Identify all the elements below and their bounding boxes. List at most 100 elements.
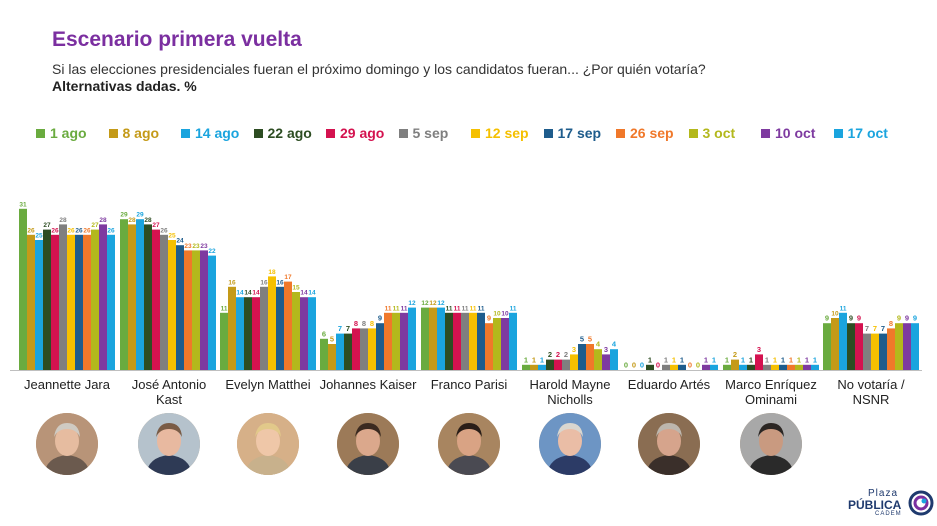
category-label: Franco Parisi bbox=[431, 377, 508, 392]
category-label: Marco Enríquez bbox=[725, 377, 817, 392]
data-label: 8 bbox=[889, 319, 893, 328]
data-label: 7 bbox=[865, 324, 869, 333]
data-label: 11 bbox=[221, 305, 228, 312]
legend-swatch bbox=[616, 128, 625, 138]
data-label: 2 bbox=[564, 350, 568, 359]
bar bbox=[328, 344, 336, 370]
chart-note: Alternativas dadas. % bbox=[52, 78, 197, 94]
bar bbox=[284, 281, 292, 370]
bar bbox=[887, 328, 895, 370]
bar bbox=[27, 234, 35, 370]
bar bbox=[477, 312, 485, 370]
data-label: 26 bbox=[75, 227, 83, 234]
bar bbox=[344, 333, 352, 370]
data-label: 15 bbox=[292, 285, 300, 292]
bar bbox=[787, 364, 795, 370]
bar bbox=[160, 234, 168, 370]
bar bbox=[392, 312, 400, 370]
data-label: 1 bbox=[805, 355, 809, 364]
legend-item: 12 sep bbox=[471, 125, 529, 141]
legend-swatch bbox=[471, 128, 480, 138]
data-label: 16 bbox=[276, 279, 284, 286]
bar bbox=[662, 364, 670, 370]
legend-label: 12 sep bbox=[485, 125, 529, 141]
data-label: 25 bbox=[168, 233, 176, 240]
legend-item: 5 sep bbox=[398, 125, 449, 141]
data-label: 14 bbox=[252, 290, 260, 297]
bar bbox=[91, 229, 99, 370]
data-label: 3 bbox=[604, 345, 608, 354]
data-label: 26 bbox=[83, 227, 91, 234]
data-label: 5 bbox=[588, 335, 592, 344]
data-label: 2 bbox=[548, 350, 552, 359]
data-label: 18 bbox=[268, 269, 276, 276]
data-label: 26 bbox=[27, 227, 35, 234]
data-label: 12 bbox=[429, 300, 437, 307]
bar bbox=[35, 240, 43, 370]
legend-item: 26 sep bbox=[616, 125, 674, 141]
bar bbox=[445, 312, 453, 370]
data-label: 11 bbox=[401, 305, 408, 312]
data-label: 11 bbox=[840, 305, 847, 312]
data-label: 26 bbox=[67, 227, 75, 234]
bar bbox=[871, 333, 879, 370]
bar bbox=[823, 323, 831, 370]
bar bbox=[493, 318, 501, 370]
data-label: 27 bbox=[152, 222, 160, 229]
bar bbox=[59, 224, 67, 370]
bar bbox=[710, 364, 718, 370]
legend-swatch bbox=[36, 128, 45, 138]
candidate-photo-mayne-nicholls-icon bbox=[539, 413, 601, 475]
data-label: 12 bbox=[408, 300, 416, 307]
data-label: 0 bbox=[632, 361, 636, 370]
bar bbox=[208, 255, 216, 370]
data-label: 1 bbox=[532, 355, 536, 364]
bar bbox=[831, 318, 839, 370]
bar bbox=[530, 364, 538, 370]
bar bbox=[276, 286, 284, 370]
bar bbox=[855, 323, 863, 370]
bar bbox=[501, 318, 509, 370]
data-label: 11 bbox=[470, 305, 477, 312]
data-label: 9 bbox=[897, 314, 901, 323]
data-label: 7 bbox=[881, 324, 885, 333]
data-label: 1 bbox=[813, 355, 817, 364]
legend-label: 5 sep bbox=[412, 125, 449, 141]
bar bbox=[292, 292, 300, 370]
legend-swatch bbox=[181, 128, 190, 138]
bar bbox=[144, 224, 152, 370]
bar bbox=[911, 323, 919, 370]
data-label: 22 bbox=[208, 248, 216, 255]
data-label: 0 bbox=[640, 361, 644, 370]
legend-item: 22 ago bbox=[253, 125, 312, 141]
data-label: 16 bbox=[228, 279, 236, 286]
legend-label: 14 ago bbox=[195, 125, 240, 141]
data-label: 23 bbox=[192, 243, 200, 250]
category-label: Kast bbox=[156, 392, 182, 407]
legend-swatch bbox=[543, 128, 553, 138]
bar bbox=[731, 359, 739, 370]
bar bbox=[562, 359, 570, 370]
bar bbox=[546, 359, 554, 370]
data-label: 1 bbox=[773, 355, 777, 364]
bar bbox=[252, 297, 260, 370]
legend-label: 17 oct bbox=[847, 125, 888, 141]
data-label: 25 bbox=[35, 233, 43, 240]
bar bbox=[352, 328, 360, 370]
candidate-photo-matthei-icon bbox=[237, 413, 299, 475]
legend-label: 1 ago bbox=[50, 125, 87, 141]
data-label: 26 bbox=[160, 227, 168, 234]
bar bbox=[384, 312, 392, 370]
data-label: 0 bbox=[696, 361, 700, 370]
category-label: NSNR bbox=[853, 392, 890, 407]
data-label: 9 bbox=[857, 314, 861, 323]
category-label: Harold Mayne bbox=[530, 377, 611, 392]
bar bbox=[895, 323, 903, 370]
brand-logo: Plaza PÚBLICA CADEM bbox=[848, 488, 937, 522]
data-label: 28 bbox=[99, 217, 107, 224]
bar bbox=[228, 286, 236, 370]
legend-swatch bbox=[688, 128, 698, 138]
legend-item: 14 ago bbox=[181, 125, 239, 141]
category-label: Nicholls bbox=[547, 392, 593, 407]
